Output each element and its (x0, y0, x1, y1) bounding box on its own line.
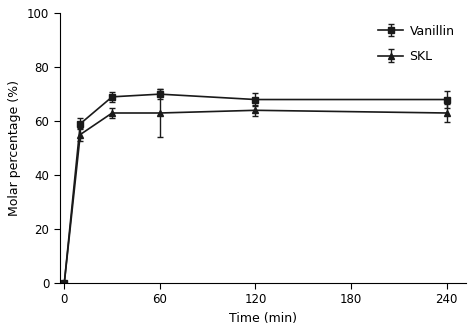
X-axis label: Time (min): Time (min) (228, 312, 297, 325)
Y-axis label: Molar percentage (%): Molar percentage (%) (9, 80, 21, 216)
Legend: Vanillin, SKL: Vanillin, SKL (373, 20, 459, 68)
